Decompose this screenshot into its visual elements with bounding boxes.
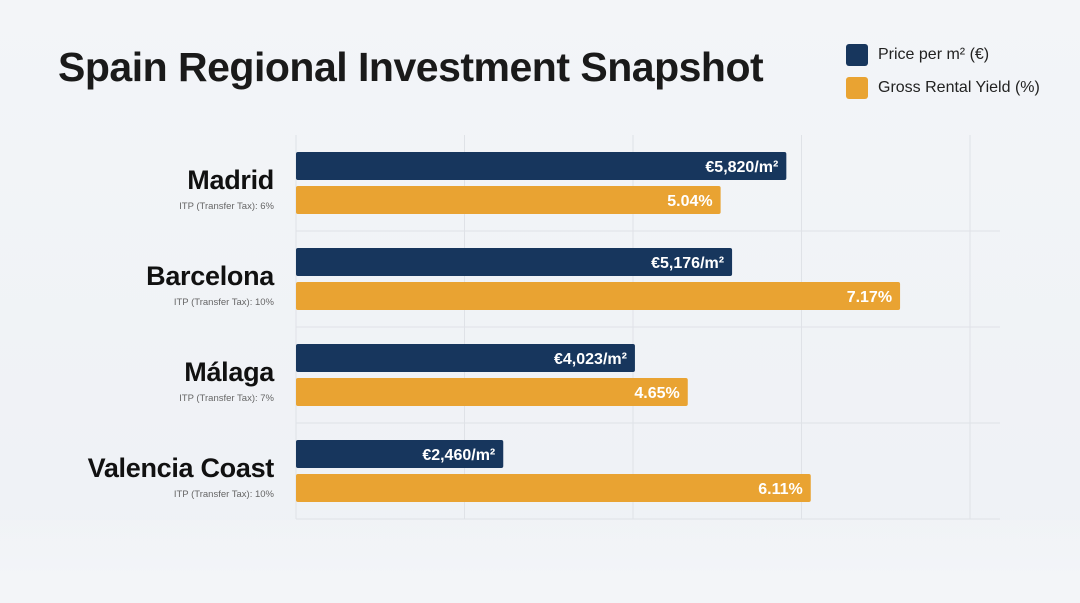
price-data-label: €2,460/m²	[422, 447, 495, 464]
category-label: Barcelona	[146, 261, 274, 291]
yield-data-label: 6.11%	[758, 481, 802, 498]
category-label: Madrid	[187, 165, 274, 195]
legend: Price per m² (€) Gross Rental Yield (%)	[846, 44, 1040, 110]
transfer-tax-label: ITP (Transfer Tax): 7%	[179, 393, 274, 404]
yield-bar	[296, 474, 811, 502]
price-bar	[296, 344, 635, 372]
legend-swatch-price	[846, 44, 868, 66]
legend-swatch-yield	[846, 77, 868, 99]
price-data-label: €5,820/m²	[705, 159, 778, 176]
price-bar	[296, 440, 504, 468]
legend-label: Price per m² (€)	[878, 46, 990, 63]
yield-data-label: 5.04%	[667, 193, 712, 210]
price-data-label: €4,023/m²	[554, 351, 627, 368]
price-data-label: €5,176/m²	[651, 255, 724, 272]
floor-reflection	[0, 520, 1080, 603]
transfer-tax-label: ITP (Transfer Tax): 10%	[173, 297, 274, 308]
price-bar	[296, 152, 787, 180]
yield-bar	[296, 282, 901, 310]
category-label: Valencia Coast	[87, 453, 275, 483]
price-bar	[296, 248, 733, 276]
transfer-tax-label: ITP (Transfer Tax): 6%	[179, 201, 274, 212]
category-label: Málaga	[184, 357, 274, 387]
legend-item-yield: Gross Rental Yield (%)	[846, 77, 1040, 99]
legend-label: Gross Rental Yield (%)	[878, 79, 1040, 96]
transfer-tax-label: ITP (Transfer Tax): 10%	[173, 489, 274, 500]
yield-bar	[296, 186, 721, 214]
legend-item-price: Price per m² (€)	[846, 44, 1040, 66]
yield-bar	[296, 378, 688, 406]
yield-data-label: 7.17%	[847, 289, 892, 306]
yield-data-label: 4.65%	[634, 385, 679, 402]
chart-title: Spain Regional Investment Snapshot	[58, 44, 764, 90]
